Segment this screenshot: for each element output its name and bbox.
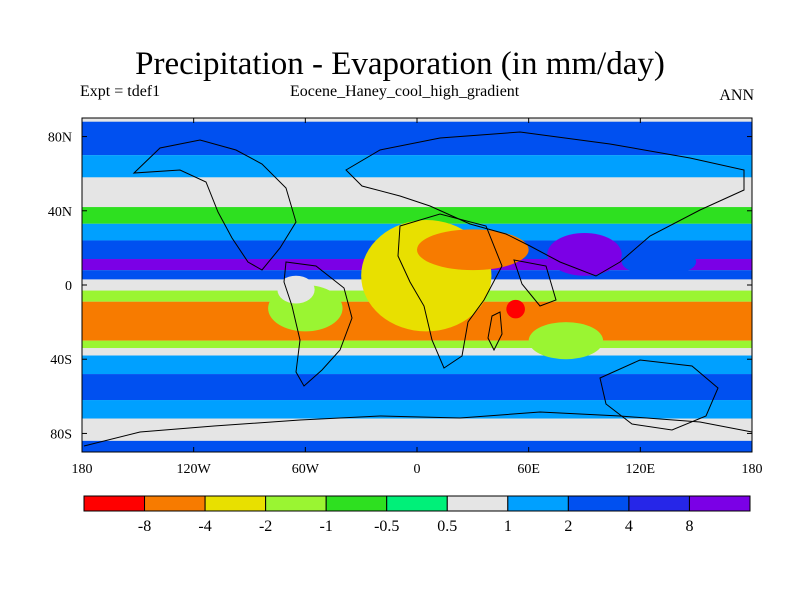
colorbar-swatch (204, 495, 267, 512)
coastline-madagascar (487, 311, 503, 352)
field-anomaly (277, 275, 315, 304)
field-zonal-band (82, 340, 752, 349)
field-anomaly (621, 247, 697, 276)
x-tick-label: 60E (517, 462, 540, 477)
colorbar-label: 1 (504, 518, 512, 535)
coastline-eurasia (345, 131, 745, 277)
colorbar-label: -4 (198, 518, 211, 535)
colorbar-label: -0.5 (374, 518, 399, 535)
coastline-africa (397, 213, 503, 369)
x-tick-label: 120E (626, 462, 656, 477)
colorbar-swatch (567, 495, 630, 512)
colorbar-label: 2 (564, 518, 572, 535)
colorbar-label: 8 (685, 518, 693, 535)
colorbar-swatch (446, 495, 509, 512)
season-label: ANN (719, 87, 754, 104)
x-tick-label: 180 (742, 462, 763, 477)
field-zonal-band (82, 348, 752, 356)
experiment-label: Expt = tdef1 (80, 83, 161, 100)
field-anomaly (417, 229, 529, 271)
coastline-antarctica (83, 411, 753, 447)
coastline-australia (599, 359, 719, 431)
field-anomaly (506, 299, 525, 319)
y-tick-label: 40S (50, 353, 72, 368)
field-zonal-band (82, 374, 752, 401)
field-zonal-band (82, 355, 752, 375)
y-tick-label: 80S (50, 427, 72, 442)
x-tick-label: 60W (292, 462, 320, 477)
map-axes: 180 120W 60W 0 60E 120E 180 80N 40N 0 40S 80S (48, 118, 763, 477)
coastline-north-america (132, 139, 297, 271)
colorbar: -8 -4 -2 -1 -0.5 0.5 1 2 4 8 (83, 495, 751, 535)
field-zonal-band (82, 207, 752, 224)
colorbar-swatch (265, 495, 327, 512)
colorbar-label: -2 (259, 518, 272, 535)
x-tick-label: 0 (414, 462, 421, 477)
colorbar-swatch (386, 495, 448, 512)
colorbar-label: -8 (138, 518, 151, 535)
coastline-south-america (283, 261, 353, 387)
map-title: Precipitation - Evaporation (in mm/day) (135, 46, 665, 82)
field-zonal-band (82, 440, 752, 452)
colorbar-swatch (628, 495, 690, 512)
y-tick-label: 40N (48, 205, 72, 220)
pme-field (82, 118, 752, 452)
colorbar-swatch (325, 495, 388, 512)
field-zonal-band (82, 155, 752, 178)
case-name-label: Eocene_Haney_cool_high_gradient (290, 83, 520, 100)
colorbar-label: -1 (320, 518, 333, 535)
field-zonal-band (82, 121, 752, 156)
field-zonal-band (82, 418, 752, 441)
field-anomaly (528, 322, 604, 360)
colorbar-label: 4 (625, 518, 633, 535)
colorbar-swatch (144, 495, 206, 512)
x-tick-label: 180 (72, 462, 93, 477)
field-zonal-band (82, 400, 752, 419)
coastline-india (513, 259, 557, 307)
x-tick-label: 120W (177, 462, 212, 477)
field-anomaly (547, 233, 622, 276)
y-tick-label: 0 (65, 279, 72, 294)
colorbar-label: 0.5 (437, 518, 457, 535)
colorbar-swatch (83, 495, 146, 512)
colorbar-swatch (688, 495, 751, 512)
field-zonal-band (82, 177, 752, 208)
coastlines (83, 131, 753, 447)
colorbar-swatch (507, 495, 569, 512)
y-tick-label: 80N (48, 131, 72, 146)
